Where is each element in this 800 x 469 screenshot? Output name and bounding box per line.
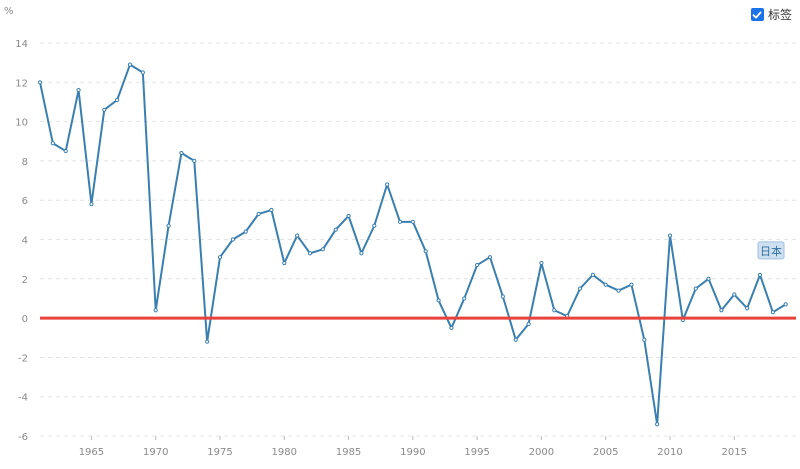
x-tick-label: 1990	[400, 447, 425, 458]
data-point[interactable]	[449, 325, 454, 331]
axis-layer: % -6 -4 -2 0 2 4 6 8 10 12 14 1965 1970 1975 1980 1985 1…	[4, 6, 747, 458]
data-point[interactable]	[770, 310, 775, 315]
data-point[interactable]	[282, 260, 287, 266]
data-point[interactable]	[115, 97, 120, 103]
data-point[interactable]	[590, 272, 595, 277]
data-point[interactable]	[513, 337, 518, 342]
data-point[interactable]	[436, 298, 441, 303]
data-point[interactable]	[333, 227, 338, 232]
y-tick-label: -2	[18, 353, 28, 364]
data-point[interactable]	[732, 292, 737, 297]
data-point[interactable]	[269, 207, 274, 213]
series-tag-layer: 日本	[757, 241, 785, 260]
grid-layer	[40, 42, 796, 437]
series-tag-box	[757, 241, 785, 260]
data-point[interactable]	[346, 213, 351, 219]
data-point[interactable]	[745, 306, 750, 311]
data-point[interactable]	[50, 141, 55, 146]
data-point[interactable]	[320, 247, 325, 252]
data-point[interactable]	[552, 308, 557, 313]
data-point[interactable]	[359, 251, 364, 256]
data-point[interactable]	[539, 260, 544, 266]
data-point[interactable]	[179, 150, 184, 156]
y-tick-label: 6	[22, 196, 28, 207]
label-toggle-checkbox[interactable]	[750, 8, 764, 21]
data-point[interactable]	[719, 308, 724, 313]
series-tag-label: 日本	[760, 244, 782, 258]
data-point[interactable]	[487, 255, 493, 260]
data-point[interactable]	[397, 219, 403, 224]
x-tick-label: 2005	[593, 447, 618, 458]
data-point[interactable]	[616, 288, 621, 293]
label-toggle-text: 标签	[767, 8, 792, 22]
data-point[interactable]	[37, 80, 43, 85]
data-point[interactable]	[127, 62, 133, 67]
data-point[interactable]	[500, 294, 505, 299]
data-point[interactable]	[757, 272, 763, 277]
data-point[interactable]	[642, 337, 647, 342]
y-tick-label: 2	[22, 275, 28, 286]
data-point[interactable]	[256, 211, 261, 217]
data-point[interactable]	[63, 148, 68, 154]
data-point[interactable]	[217, 255, 223, 260]
data-point[interactable]	[462, 296, 467, 301]
data-point[interactable]	[153, 308, 158, 313]
checkmark-icon	[753, 11, 762, 18]
data-point[interactable]	[475, 262, 480, 268]
series-line	[39, 63, 787, 426]
x-tick-label: 1965	[79, 447, 104, 458]
data-point[interactable]	[76, 88, 81, 93]
data-point[interactable]	[629, 282, 634, 287]
data-point[interactable]	[230, 237, 235, 242]
x-tick-label: 1995	[464, 447, 489, 458]
y-tick-label: 12	[15, 78, 28, 89]
data-point[interactable]	[307, 251, 313, 256]
data-point[interactable]	[667, 233, 673, 238]
y-tick-label: -6	[18, 432, 28, 443]
x-tick-label: 1985	[336, 447, 361, 458]
x-tick-label: 2000	[529, 447, 554, 458]
y-tick-label: 10	[15, 118, 28, 129]
data-point[interactable]	[192, 158, 197, 163]
y-tick-label: 8	[22, 157, 28, 168]
x-tick-label: 1975	[207, 447, 232, 458]
data-point[interactable]	[243, 229, 248, 234]
data-point[interactable]	[166, 223, 171, 228]
data-point[interactable]	[526, 321, 531, 327]
data-point[interactable]	[295, 233, 300, 238]
y-tick-label: 14	[15, 39, 28, 50]
data-point[interactable]	[372, 223, 377, 228]
y-tick-label: 4	[22, 236, 28, 247]
series-name-tag: 日本	[757, 241, 785, 260]
y-tick-label: -4	[18, 393, 28, 404]
data-point[interactable]	[603, 282, 608, 287]
x-tick-label: 1970	[143, 447, 168, 458]
data-point[interactable]	[410, 219, 415, 224]
x-tick-label: 2010	[657, 447, 682, 458]
data-point[interactable]	[423, 249, 428, 254]
data-point[interactable]	[140, 70, 145, 75]
data-point[interactable]	[693, 286, 698, 291]
legend: 标签	[750, 6, 792, 23]
series-layer	[37, 62, 788, 427]
data-point[interactable]	[577, 286, 583, 291]
x-tick-label: 1980	[272, 447, 297, 458]
x-tick-label: 2015	[722, 447, 747, 458]
y-tick-label: 0	[22, 314, 28, 325]
data-point[interactable]	[655, 422, 660, 427]
data-point[interactable]	[205, 339, 210, 344]
data-point[interactable]	[89, 202, 94, 207]
data-point[interactable]	[783, 302, 788, 307]
data-point[interactable]	[385, 182, 390, 187]
data-point[interactable]	[706, 276, 711, 281]
y-unit-label: %	[4, 6, 14, 17]
data-point[interactable]	[102, 107, 107, 112]
